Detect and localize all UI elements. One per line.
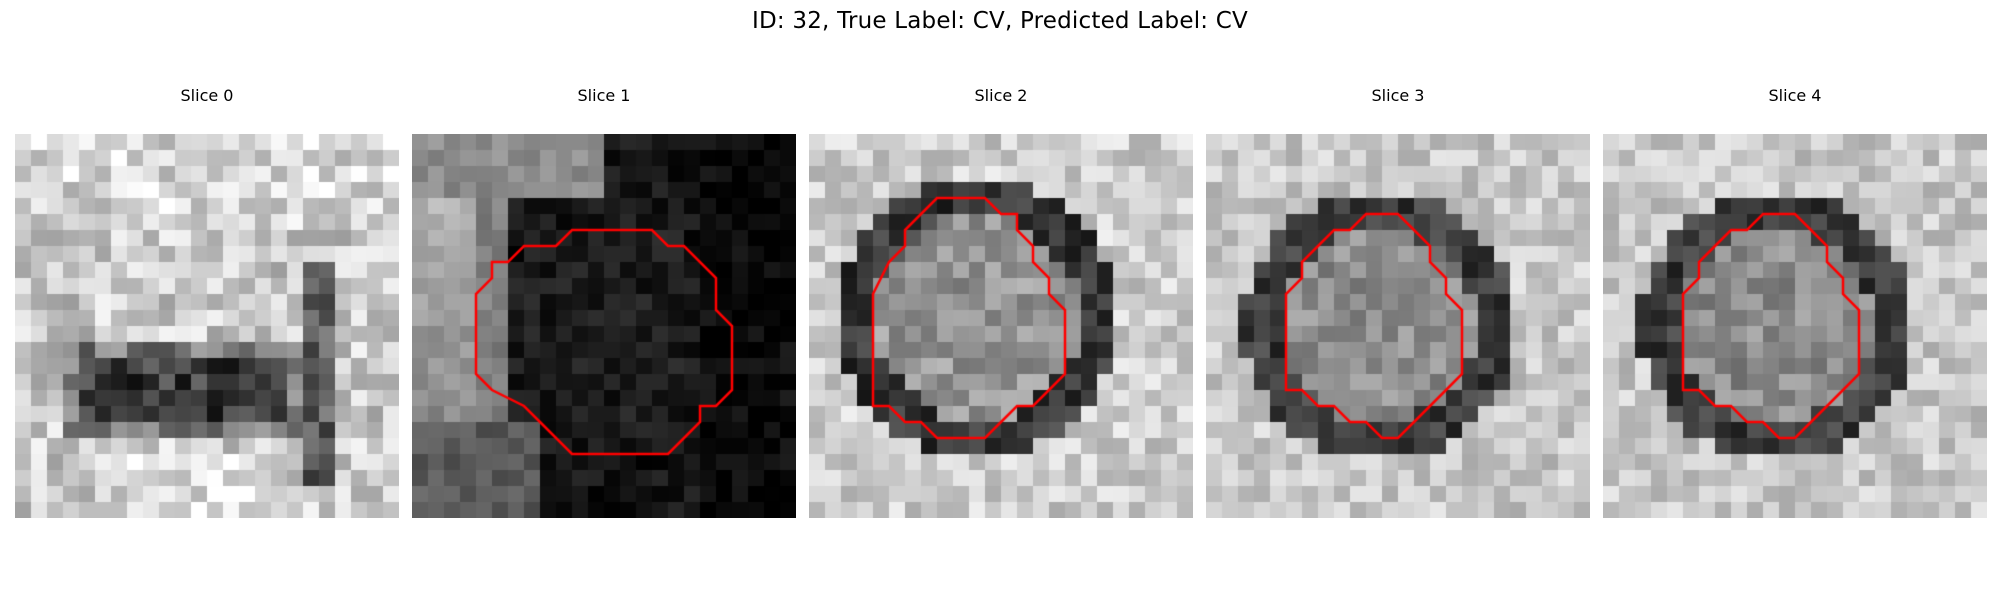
slice-title: Slice 3 xyxy=(1371,86,1425,105)
slice-title: Slice 4 xyxy=(1768,86,1822,105)
slice-image xyxy=(412,134,796,518)
figure-title: ID: 32, True Label: CV, Predicted Label:… xyxy=(752,8,1248,34)
slice-title: Slice 0 xyxy=(180,86,234,105)
slice-image xyxy=(1603,134,1987,518)
slice-image xyxy=(809,134,1193,518)
slice-image xyxy=(15,134,399,518)
slice-image xyxy=(1206,134,1590,518)
slice-title: Slice 1 xyxy=(577,86,631,105)
slice-title: Slice 2 xyxy=(974,86,1028,105)
